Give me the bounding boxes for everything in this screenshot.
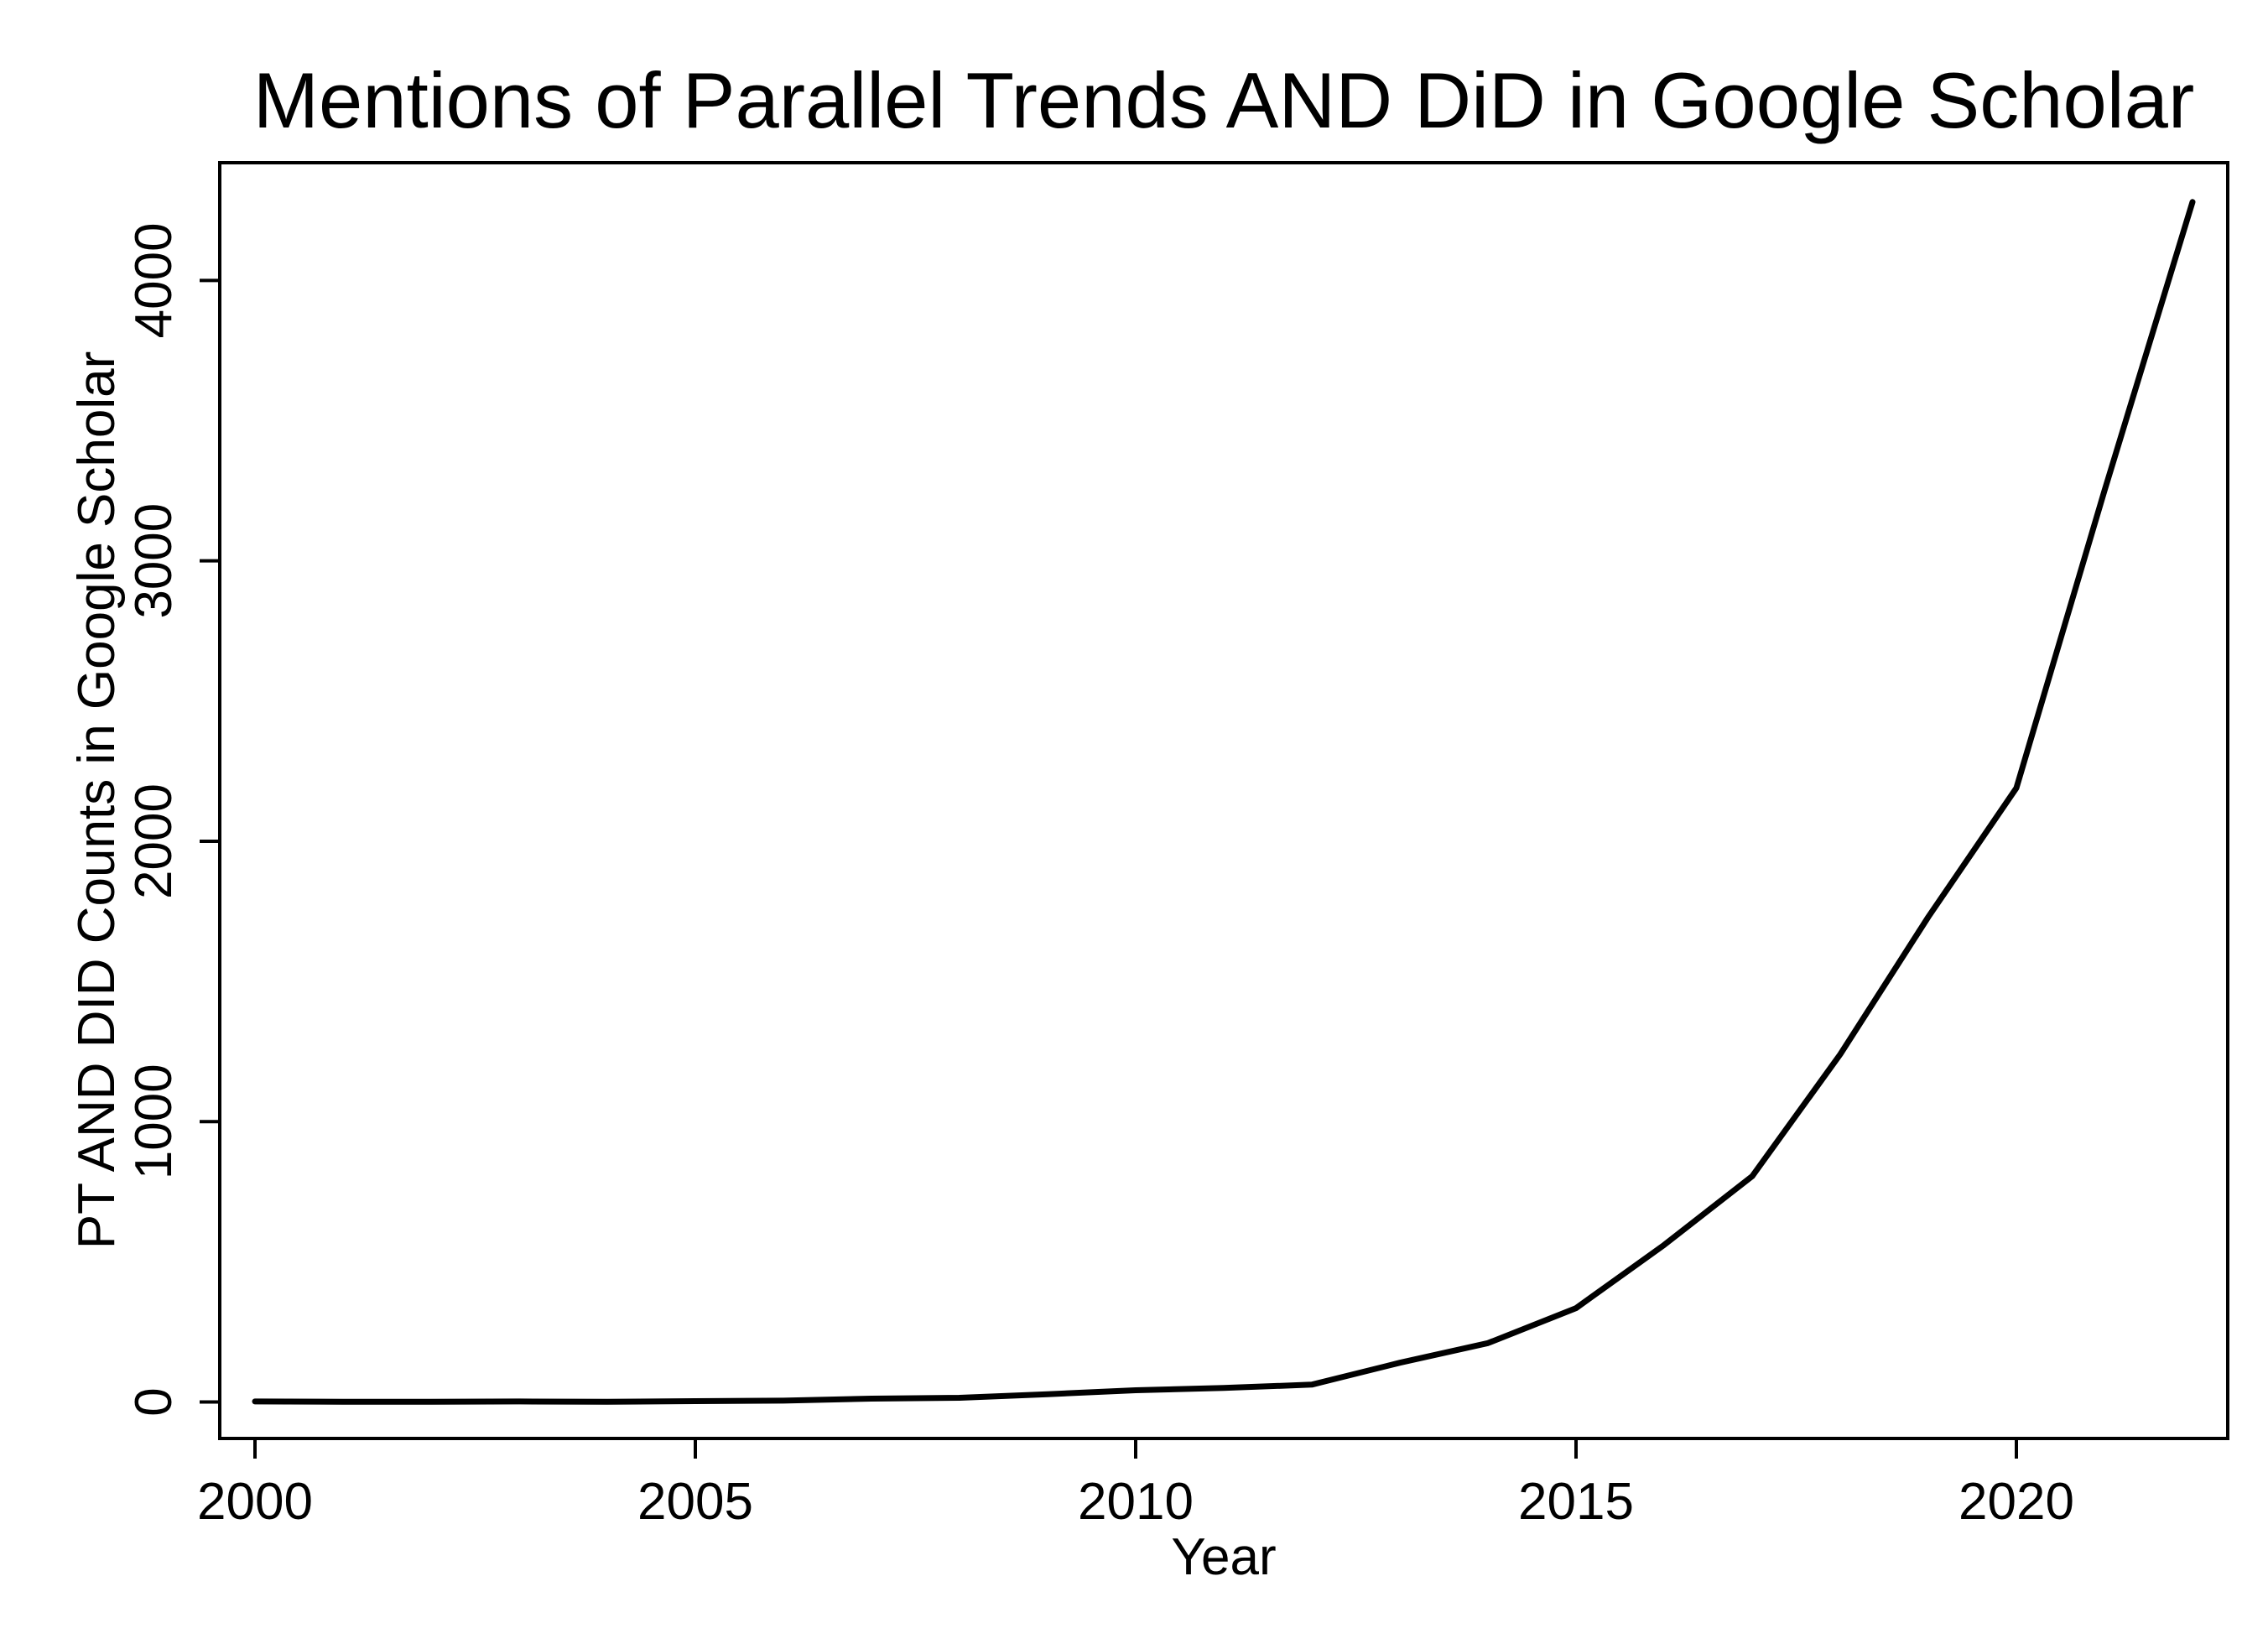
data-point xyxy=(605,1399,610,1404)
x-axis-title: Year xyxy=(1171,1528,1276,1586)
y-tick-label: 2000 xyxy=(125,783,183,899)
y-tick-label: 4000 xyxy=(125,222,183,338)
data-point xyxy=(2014,785,2019,790)
data-point xyxy=(429,1399,434,1404)
x-tick-label: 2015 xyxy=(1518,1473,1634,1531)
x-tick-label: 2000 xyxy=(197,1473,313,1531)
plot-frame xyxy=(218,161,2229,1440)
data-point xyxy=(341,1399,346,1404)
x-tick-label: 2005 xyxy=(637,1473,753,1531)
chart-title: Mentions of Parallel Trends AND DiD in G… xyxy=(253,56,2195,144)
series-points xyxy=(252,200,2195,1404)
data-point xyxy=(1926,914,1931,919)
data-point xyxy=(1838,1052,1843,1057)
data-point xyxy=(2190,200,2195,205)
data-point xyxy=(2102,488,2107,493)
data-point xyxy=(1221,1386,1226,1391)
data-point xyxy=(1397,1360,1402,1365)
data-point xyxy=(781,1398,786,1403)
x-tick-label: 2010 xyxy=(1078,1473,1194,1531)
series-line xyxy=(252,199,2196,1405)
data-point xyxy=(1574,1306,1579,1311)
x-axis-ticks: 2000 2005 2010 2015 2020 xyxy=(197,1438,2074,1531)
data-point xyxy=(1133,1388,1138,1393)
y-tick-label: 3000 xyxy=(125,503,183,619)
data-point xyxy=(1309,1382,1314,1387)
y-tick-label: 0 xyxy=(125,1387,183,1416)
data-point xyxy=(693,1399,698,1404)
y-axis-ticks: 0 1000 2000 3000 4000 xyxy=(125,222,220,1417)
data-point xyxy=(517,1399,522,1404)
data-point xyxy=(252,1399,257,1404)
data-point xyxy=(1662,1242,1667,1247)
data-point xyxy=(869,1397,874,1402)
data-point xyxy=(1485,1340,1490,1345)
x-tick-label: 2020 xyxy=(1958,1473,2074,1531)
data-point xyxy=(957,1396,962,1401)
y-axis-title: PT AND DID Counts in Google Scholar xyxy=(68,351,126,1250)
data-point xyxy=(1045,1392,1050,1397)
data-point xyxy=(1750,1173,1755,1178)
y-tick-label: 1000 xyxy=(125,1064,183,1179)
